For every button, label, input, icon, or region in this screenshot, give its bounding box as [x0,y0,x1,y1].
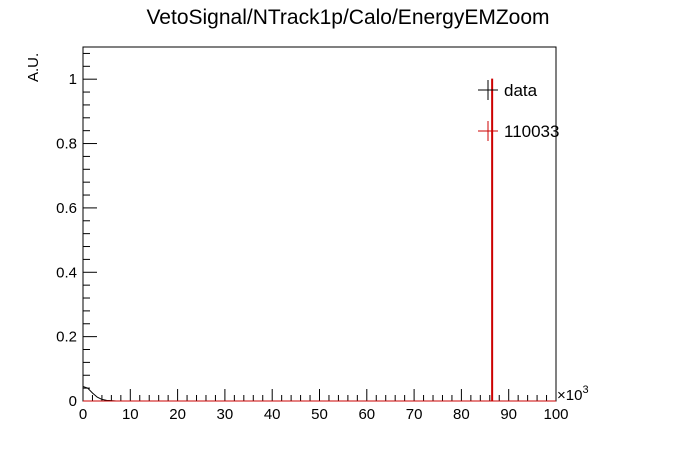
legend-label: 110033 [504,122,559,141]
x-exponent: ×103 [557,384,589,404]
y-tick-label: 0.8 [56,136,77,153]
y-axis-label: A.U. [25,53,42,82]
y-tick-label: 0.4 [56,264,77,281]
x-tick-label: 100 [543,406,568,423]
x-tick-label: 10 [122,406,139,423]
x-tick-label: 40 [264,406,281,423]
y-tick-label: 1 [69,71,77,88]
y-tick-label: 0.2 [56,329,77,346]
axes: 0 10 20 30 40 50 60 70 80 90 100 0 0.2 0.4 0.6 0.8 1 [56,52,569,423]
y-tick-label: 0 [69,393,77,410]
x-tick-label: 70 [406,406,423,423]
x-tick-label: 60 [358,406,375,423]
y-tick-label: 0.6 [56,200,77,217]
plot-frame [82,46,557,402]
x-tick-label: 50 [311,406,328,423]
x-exponent-base: ×10 [557,387,582,404]
x-tick-label: 90 [500,406,517,423]
x-exponent-power: 3 [582,384,588,396]
x-tick-label: 80 [453,406,470,423]
x-tick-label: 0 [79,406,87,423]
legend-label: data [504,81,538,100]
x-tick-label: 30 [217,406,234,423]
series-line-110033 [83,78,556,402]
x-tick-label: 20 [169,406,186,423]
legend: data 110033 [478,80,559,141]
series-layer [82,78,556,402]
chart-title: VetoSignal/NTrack1p/Calo/EnergyEMZoom [146,6,549,29]
